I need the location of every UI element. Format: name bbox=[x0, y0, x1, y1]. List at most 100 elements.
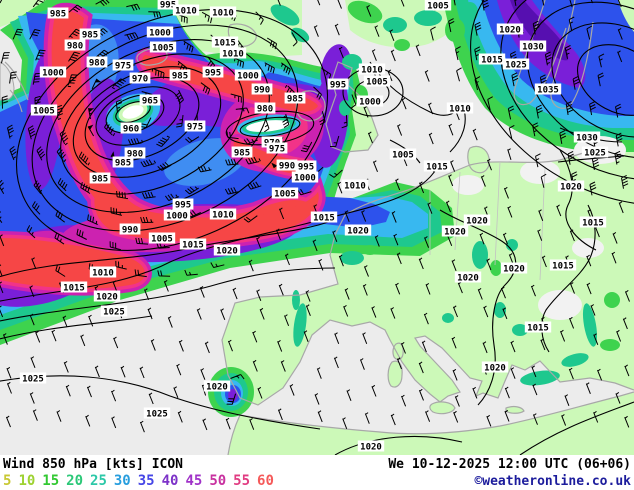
isobar-label-box bbox=[169, 69, 191, 81]
isobar-label-box bbox=[363, 75, 391, 87]
isobar-label-box bbox=[39, 66, 67, 78]
isobar-label: 1005 bbox=[33, 107, 55, 117]
isobar-label: 990 bbox=[254, 86, 270, 96]
isobar-label-box bbox=[502, 58, 530, 70]
isobar-label-box bbox=[30, 104, 58, 116]
isobar-label-box bbox=[209, 208, 237, 220]
legend-value: 40 bbox=[161, 473, 179, 489]
isobar-label-box bbox=[100, 305, 128, 317]
legend-value: 20 bbox=[66, 473, 84, 489]
isobar-label-box bbox=[209, 6, 237, 18]
isobar-label-box bbox=[463, 214, 491, 226]
isobar-label-box bbox=[231, 146, 253, 158]
isobar-label: 1020 bbox=[457, 274, 479, 284]
isobar-label-box bbox=[172, 198, 194, 210]
legend-value: 50 bbox=[209, 473, 227, 489]
isobar-label-box bbox=[446, 102, 474, 114]
isobar-label-box bbox=[481, 361, 509, 373]
isobar-label: 985 bbox=[92, 175, 108, 185]
isobar-label: 1010 bbox=[212, 211, 234, 221]
isobar-label-box bbox=[47, 7, 69, 19]
isobar-label: 1000 bbox=[166, 212, 188, 222]
isobar-label: 1010 bbox=[222, 50, 244, 60]
isobar-label: 980 bbox=[127, 150, 143, 160]
isobar-label: 1005 bbox=[366, 78, 388, 88]
isobar-label-box bbox=[64, 39, 86, 51]
isobar-label: 985 bbox=[115, 159, 131, 169]
isobar-label: 1015 bbox=[426, 163, 448, 173]
isobar-label-box bbox=[344, 224, 372, 236]
isobar-label: 1025 bbox=[505, 61, 527, 71]
isobar-label-box bbox=[389, 148, 417, 160]
isobar-label-box bbox=[454, 271, 482, 283]
isobar-label: 1020 bbox=[484, 364, 506, 374]
legend-value: 35 bbox=[137, 473, 155, 489]
isobar-label: 1030 bbox=[576, 134, 598, 144]
isobar-label-box bbox=[573, 131, 601, 143]
isobar-label-box bbox=[357, 440, 385, 452]
map-title: Wind 850 hPa [kts] ICON bbox=[3, 457, 184, 472]
isobar-label: 1005 bbox=[152, 44, 174, 54]
isobar-label-box bbox=[149, 41, 177, 53]
isobar-label: 1015 bbox=[214, 39, 236, 49]
isobar-label-box bbox=[291, 171, 319, 183]
isobar-label-box bbox=[89, 172, 111, 184]
isobar-label-box bbox=[271, 187, 299, 199]
isobar-label: 1020 bbox=[216, 247, 238, 257]
isobar-label-box bbox=[478, 53, 506, 65]
isobar-label-box bbox=[203, 380, 231, 392]
isobar-label-box bbox=[124, 147, 146, 159]
legend-value: 15 bbox=[42, 473, 60, 489]
isobar-label: 1020 bbox=[96, 293, 118, 303]
isobar-label: 980 bbox=[89, 59, 105, 69]
isobar-label-box bbox=[496, 23, 524, 35]
isobar-label: 985 bbox=[172, 72, 188, 82]
isobar-label: 995 bbox=[298, 163, 314, 173]
isobar-label-box bbox=[424, 0, 452, 11]
isobar-label-box bbox=[579, 216, 607, 228]
isobar-label-box bbox=[89, 266, 117, 278]
isobar-label: 1030 bbox=[522, 43, 544, 53]
isobar-label: 980 bbox=[257, 105, 273, 115]
isobar-label: 1020 bbox=[206, 383, 228, 393]
isobar-label: 1020 bbox=[466, 217, 488, 227]
isobar-label: 1020 bbox=[444, 228, 466, 238]
isobar-label: 1015 bbox=[481, 56, 503, 66]
wind-speed-scale: 5 10 15 20 25 30 35 40 45 50 55 60 bbox=[3, 473, 281, 489]
isobar-label-box bbox=[202, 66, 224, 78]
isobar-label: 1000 bbox=[294, 174, 316, 184]
isobar-label: 980 bbox=[67, 42, 83, 52]
isobar-label: 985 bbox=[50, 10, 66, 20]
isobar-label-box bbox=[276, 159, 298, 171]
isobar-label-box bbox=[581, 146, 609, 158]
copyright-link[interactable]: ©weatheronline.co.uk bbox=[474, 474, 631, 489]
isobar-label-box bbox=[557, 180, 585, 192]
isobar-label-box bbox=[524, 321, 552, 333]
legend-value: 60 bbox=[257, 473, 274, 489]
isobar-label-box bbox=[549, 259, 577, 271]
isobar-label: 1020 bbox=[560, 183, 582, 193]
isobar-label: 1000 bbox=[237, 72, 259, 82]
isobar-label-box bbox=[211, 36, 239, 48]
isobar-label-box bbox=[441, 225, 469, 237]
isobar-label: 985 bbox=[234, 149, 250, 159]
isobar-label: 995 bbox=[160, 1, 176, 11]
isobar-label-box bbox=[251, 83, 273, 95]
isobar-label: 1025 bbox=[146, 410, 168, 420]
isobar-label-box bbox=[341, 179, 369, 191]
isobar-label: 1005 bbox=[427, 2, 449, 12]
isobar-label-box bbox=[295, 160, 317, 172]
isobar-label-box bbox=[261, 136, 283, 148]
isobar-label: 990 bbox=[279, 162, 295, 172]
isobar-label: 1020 bbox=[347, 227, 369, 237]
legend-value: 55 bbox=[233, 473, 251, 489]
isobar-label: 1010 bbox=[344, 182, 366, 192]
legend-value: 30 bbox=[113, 473, 131, 489]
isobar-label-box bbox=[358, 63, 386, 75]
isobar-label: 1020 bbox=[499, 26, 521, 36]
isobar-label: 1000 bbox=[149, 29, 171, 39]
legend-value: 45 bbox=[185, 473, 203, 489]
